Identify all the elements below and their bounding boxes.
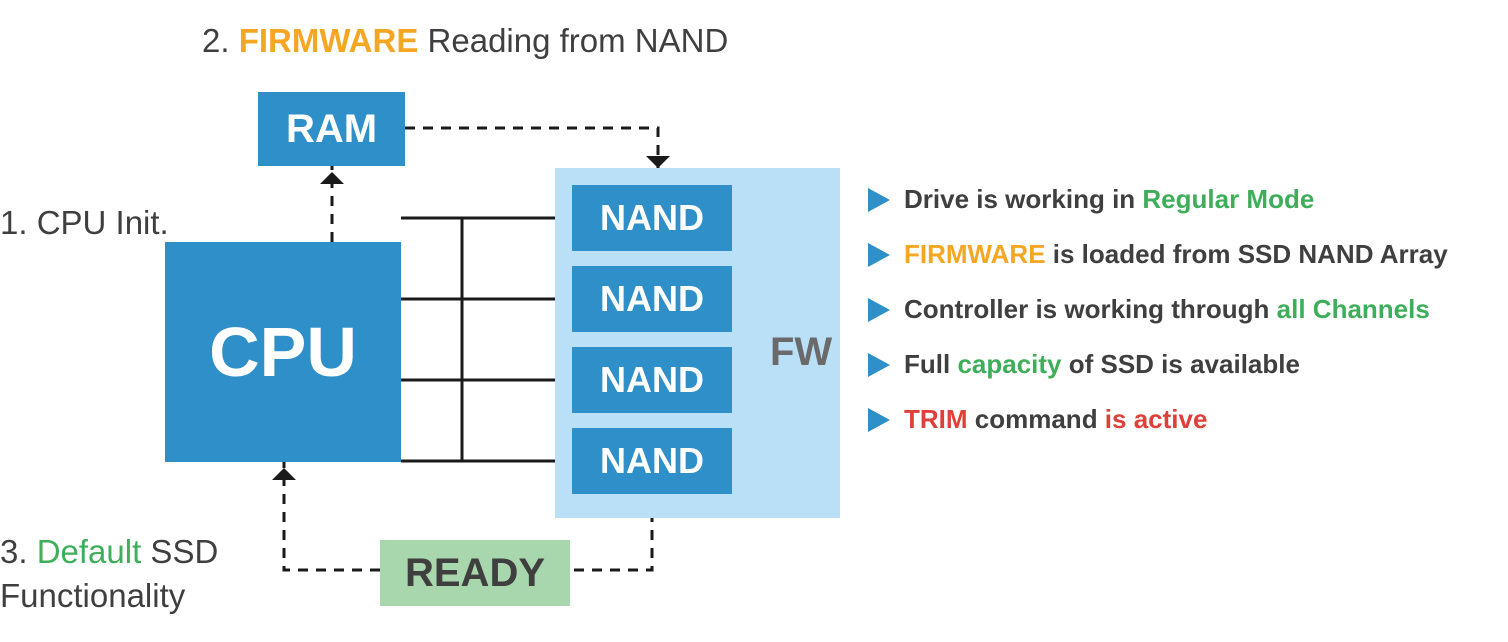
triangle-icon: [868, 353, 890, 377]
ram-label: RAM: [286, 107, 377, 152]
bullet-1: FIRMWARE is loaded from SSD NAND Array: [868, 239, 1448, 270]
cpu-label: CPU: [209, 312, 357, 392]
bullet-text: TRIM command is active: [904, 404, 1207, 435]
bullet-4: TRIM command is active: [868, 404, 1448, 435]
ready-label: READY: [405, 551, 545, 596]
triangle-icon: [868, 188, 890, 212]
triangle-icon: [868, 408, 890, 432]
cpu-block: CPU: [165, 242, 401, 462]
bullet-text: Controller is working through all Channe…: [904, 294, 1430, 325]
bullet-2: Controller is working through all Channe…: [868, 294, 1448, 325]
bullet-0: Drive is working in Regular Mode: [868, 184, 1448, 215]
caption-default-ssd: 3. Default SSDFunctionality: [0, 530, 218, 618]
triangle-icon: [868, 298, 890, 322]
bullet-3: Full capacity of SSD is available: [868, 349, 1448, 380]
nand-block-3: NAND: [572, 428, 732, 494]
triangle-icon: [868, 243, 890, 267]
bullet-text: Drive is working in Regular Mode: [904, 184, 1314, 215]
bullet-text: Full capacity of SSD is available: [904, 349, 1300, 380]
feature-bullets: Drive is working in Regular Mode FIRMWARE…: [868, 184, 1448, 435]
ready-block: READY: [380, 540, 570, 606]
nand-block-0: NAND: [572, 185, 732, 251]
caption-firmware-reading: 2. FIRMWARE Reading from NAND: [202, 22, 728, 60]
caption-cpu-init: 1. CPU Init.: [0, 204, 169, 242]
nand-block-2: NAND: [572, 347, 732, 413]
nand-block-1: NAND: [572, 266, 732, 332]
ram-block: RAM: [258, 92, 405, 166]
bullet-text: FIRMWARE is loaded from SSD NAND Array: [904, 239, 1448, 270]
fw-label: FW: [770, 330, 832, 375]
